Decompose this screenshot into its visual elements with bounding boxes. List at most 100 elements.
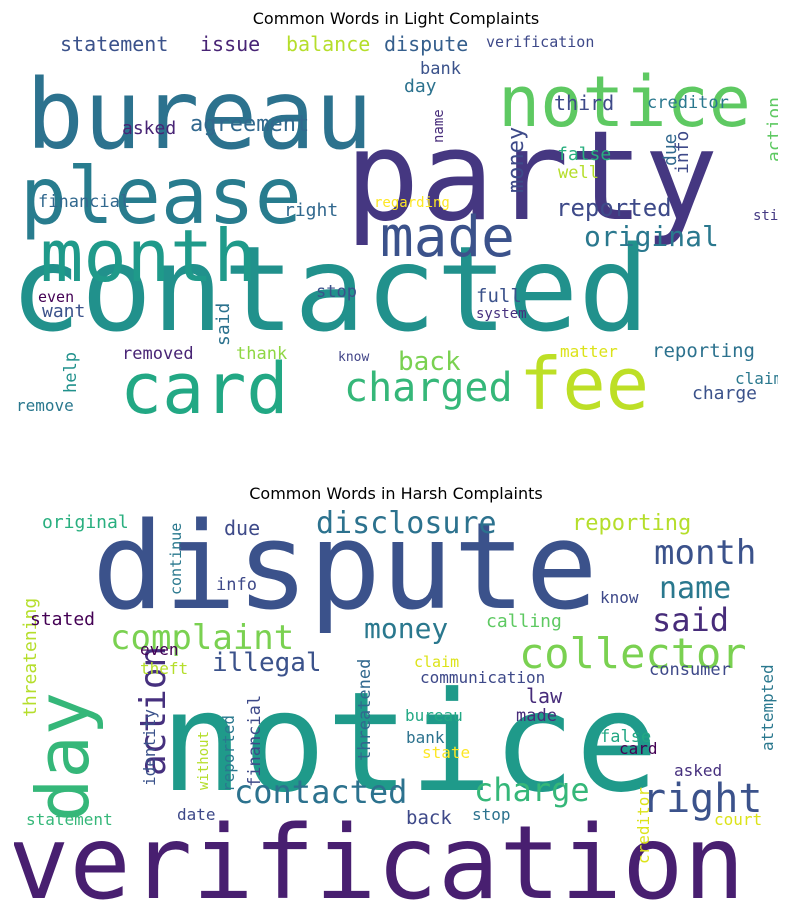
- word-theft: theft: [140, 659, 188, 678]
- word-right: right: [284, 200, 338, 221]
- word-law: law: [526, 684, 563, 708]
- word-dispute: dispute: [92, 508, 598, 637]
- word-balance: balance: [286, 33, 370, 56]
- word-reporting: reporting: [652, 340, 755, 362]
- word-statement: statement: [26, 810, 113, 829]
- word-asked: asked: [674, 761, 722, 780]
- word-false: false: [600, 727, 651, 747]
- word-without: without: [196, 731, 212, 790]
- word-illegal: illegal: [212, 648, 322, 678]
- word-claim: claim: [735, 369, 778, 388]
- word-collector: collector: [519, 629, 747, 678]
- word-continue: continue: [167, 523, 185, 595]
- word-know: know: [338, 350, 369, 365]
- word-month: month: [40, 214, 257, 298]
- word-info: info: [672, 131, 693, 174]
- word-threatening: threatening: [20, 598, 41, 717]
- word-name: name: [431, 109, 447, 143]
- word-court: court: [714, 810, 762, 829]
- word-reported: reported: [219, 715, 238, 792]
- word-due: due: [224, 516, 260, 540]
- word-charge: charge: [692, 383, 757, 404]
- word-even: even: [38, 288, 74, 306]
- word-bureau: bureau: [26, 59, 373, 171]
- word-date: date: [177, 805, 216, 824]
- light-cloud-title: Common Words in Light Complaints: [252, 9, 540, 28]
- word-state: state: [422, 743, 470, 762]
- word-threatened: threatened: [355, 659, 375, 761]
- light-complaints-panel: Common Words in Light Complaints contact…: [14, 9, 778, 431]
- word-communication: communication: [420, 668, 545, 687]
- word-contacted: contacted: [14, 220, 649, 358]
- word-party: party: [345, 105, 718, 249]
- word-charged: charged: [344, 365, 513, 411]
- word-false: false: [557, 144, 611, 165]
- word-regarding: regarding: [374, 195, 450, 211]
- harsh-cloud-title: Common Words in Harsh Complaints: [249, 484, 543, 503]
- word-full: full: [476, 285, 522, 307]
- word-bureau: bureau: [405, 706, 463, 725]
- word-claim: claim: [414, 653, 459, 671]
- word-bank: bank: [420, 59, 461, 79]
- harsh-word-cloud: dispute notice verification day collector dis…: [14, 508, 778, 906]
- word-system: system: [476, 306, 527, 322]
- word-said: said: [652, 601, 729, 639]
- word-complaint: complaint: [110, 618, 294, 658]
- word-verification: verification: [486, 33, 594, 51]
- word-want: want: [42, 301, 85, 322]
- word-even: even: [140, 640, 179, 659]
- word-back: back: [398, 347, 461, 377]
- word-card: card: [120, 348, 289, 430]
- word-original: original: [584, 220, 719, 253]
- word-name: name: [659, 571, 731, 606]
- word-stop: stop: [472, 805, 511, 824]
- word-right: right: [642, 776, 762, 822]
- word-attempted: attempted: [758, 664, 777, 751]
- word-notice: notice: [160, 662, 659, 823]
- word-financial: financial: [245, 695, 265, 787]
- word-removed: removed: [122, 344, 194, 364]
- word-original: original: [42, 512, 129, 533]
- word-action: action: [133, 646, 174, 776]
- word-due: due: [660, 133, 681, 166]
- word-info: info: [216, 575, 257, 595]
- word-said: said: [213, 303, 234, 346]
- word-asked: asked: [122, 118, 176, 139]
- word-verification: verification: [14, 804, 745, 906]
- word-consumer: consumer: [649, 660, 731, 680]
- word-reported: reported: [556, 194, 672, 222]
- word-stated: stated: [30, 609, 95, 630]
- word-help: help: [61, 352, 81, 393]
- word-calling: calling: [486, 611, 562, 632]
- word-identity: identity: [140, 709, 159, 786]
- word-statement: statement: [60, 33, 168, 56]
- word-dispute: dispute: [384, 33, 468, 56]
- word-day: day: [21, 692, 105, 822]
- word-reporting: reporting: [572, 511, 691, 536]
- word-issue: issue: [200, 33, 260, 56]
- word-third: third: [554, 91, 614, 115]
- word-made: made: [516, 706, 557, 726]
- word-fee: fee: [519, 342, 649, 426]
- word-thank: thank: [236, 344, 287, 364]
- word-well: well: [558, 163, 599, 183]
- word-bank: bank: [406, 728, 445, 747]
- word-please: please: [20, 152, 302, 242]
- word-creditor: creditor: [647, 93, 729, 113]
- word-made: made: [380, 205, 515, 270]
- word-creditor: creditor: [634, 787, 653, 864]
- harsh-complaints-panel: Common Words in Harsh Complaints dispute…: [0, 457, 792, 914]
- word-action: action: [764, 97, 778, 162]
- word-still: still: [753, 208, 778, 224]
- word-back: back: [406, 807, 452, 829]
- word-financial: financial: [38, 192, 130, 212]
- word-charge: charge: [474, 771, 590, 809]
- word-stop: stop: [316, 282, 357, 302]
- word-remove: remove: [16, 396, 74, 415]
- word-matter: matter: [560, 342, 618, 361]
- word-card: card: [619, 739, 658, 758]
- word-disclosure: disclosure: [316, 508, 497, 541]
- light-word-cloud: contacted party bureau notice please month mad…: [14, 33, 778, 431]
